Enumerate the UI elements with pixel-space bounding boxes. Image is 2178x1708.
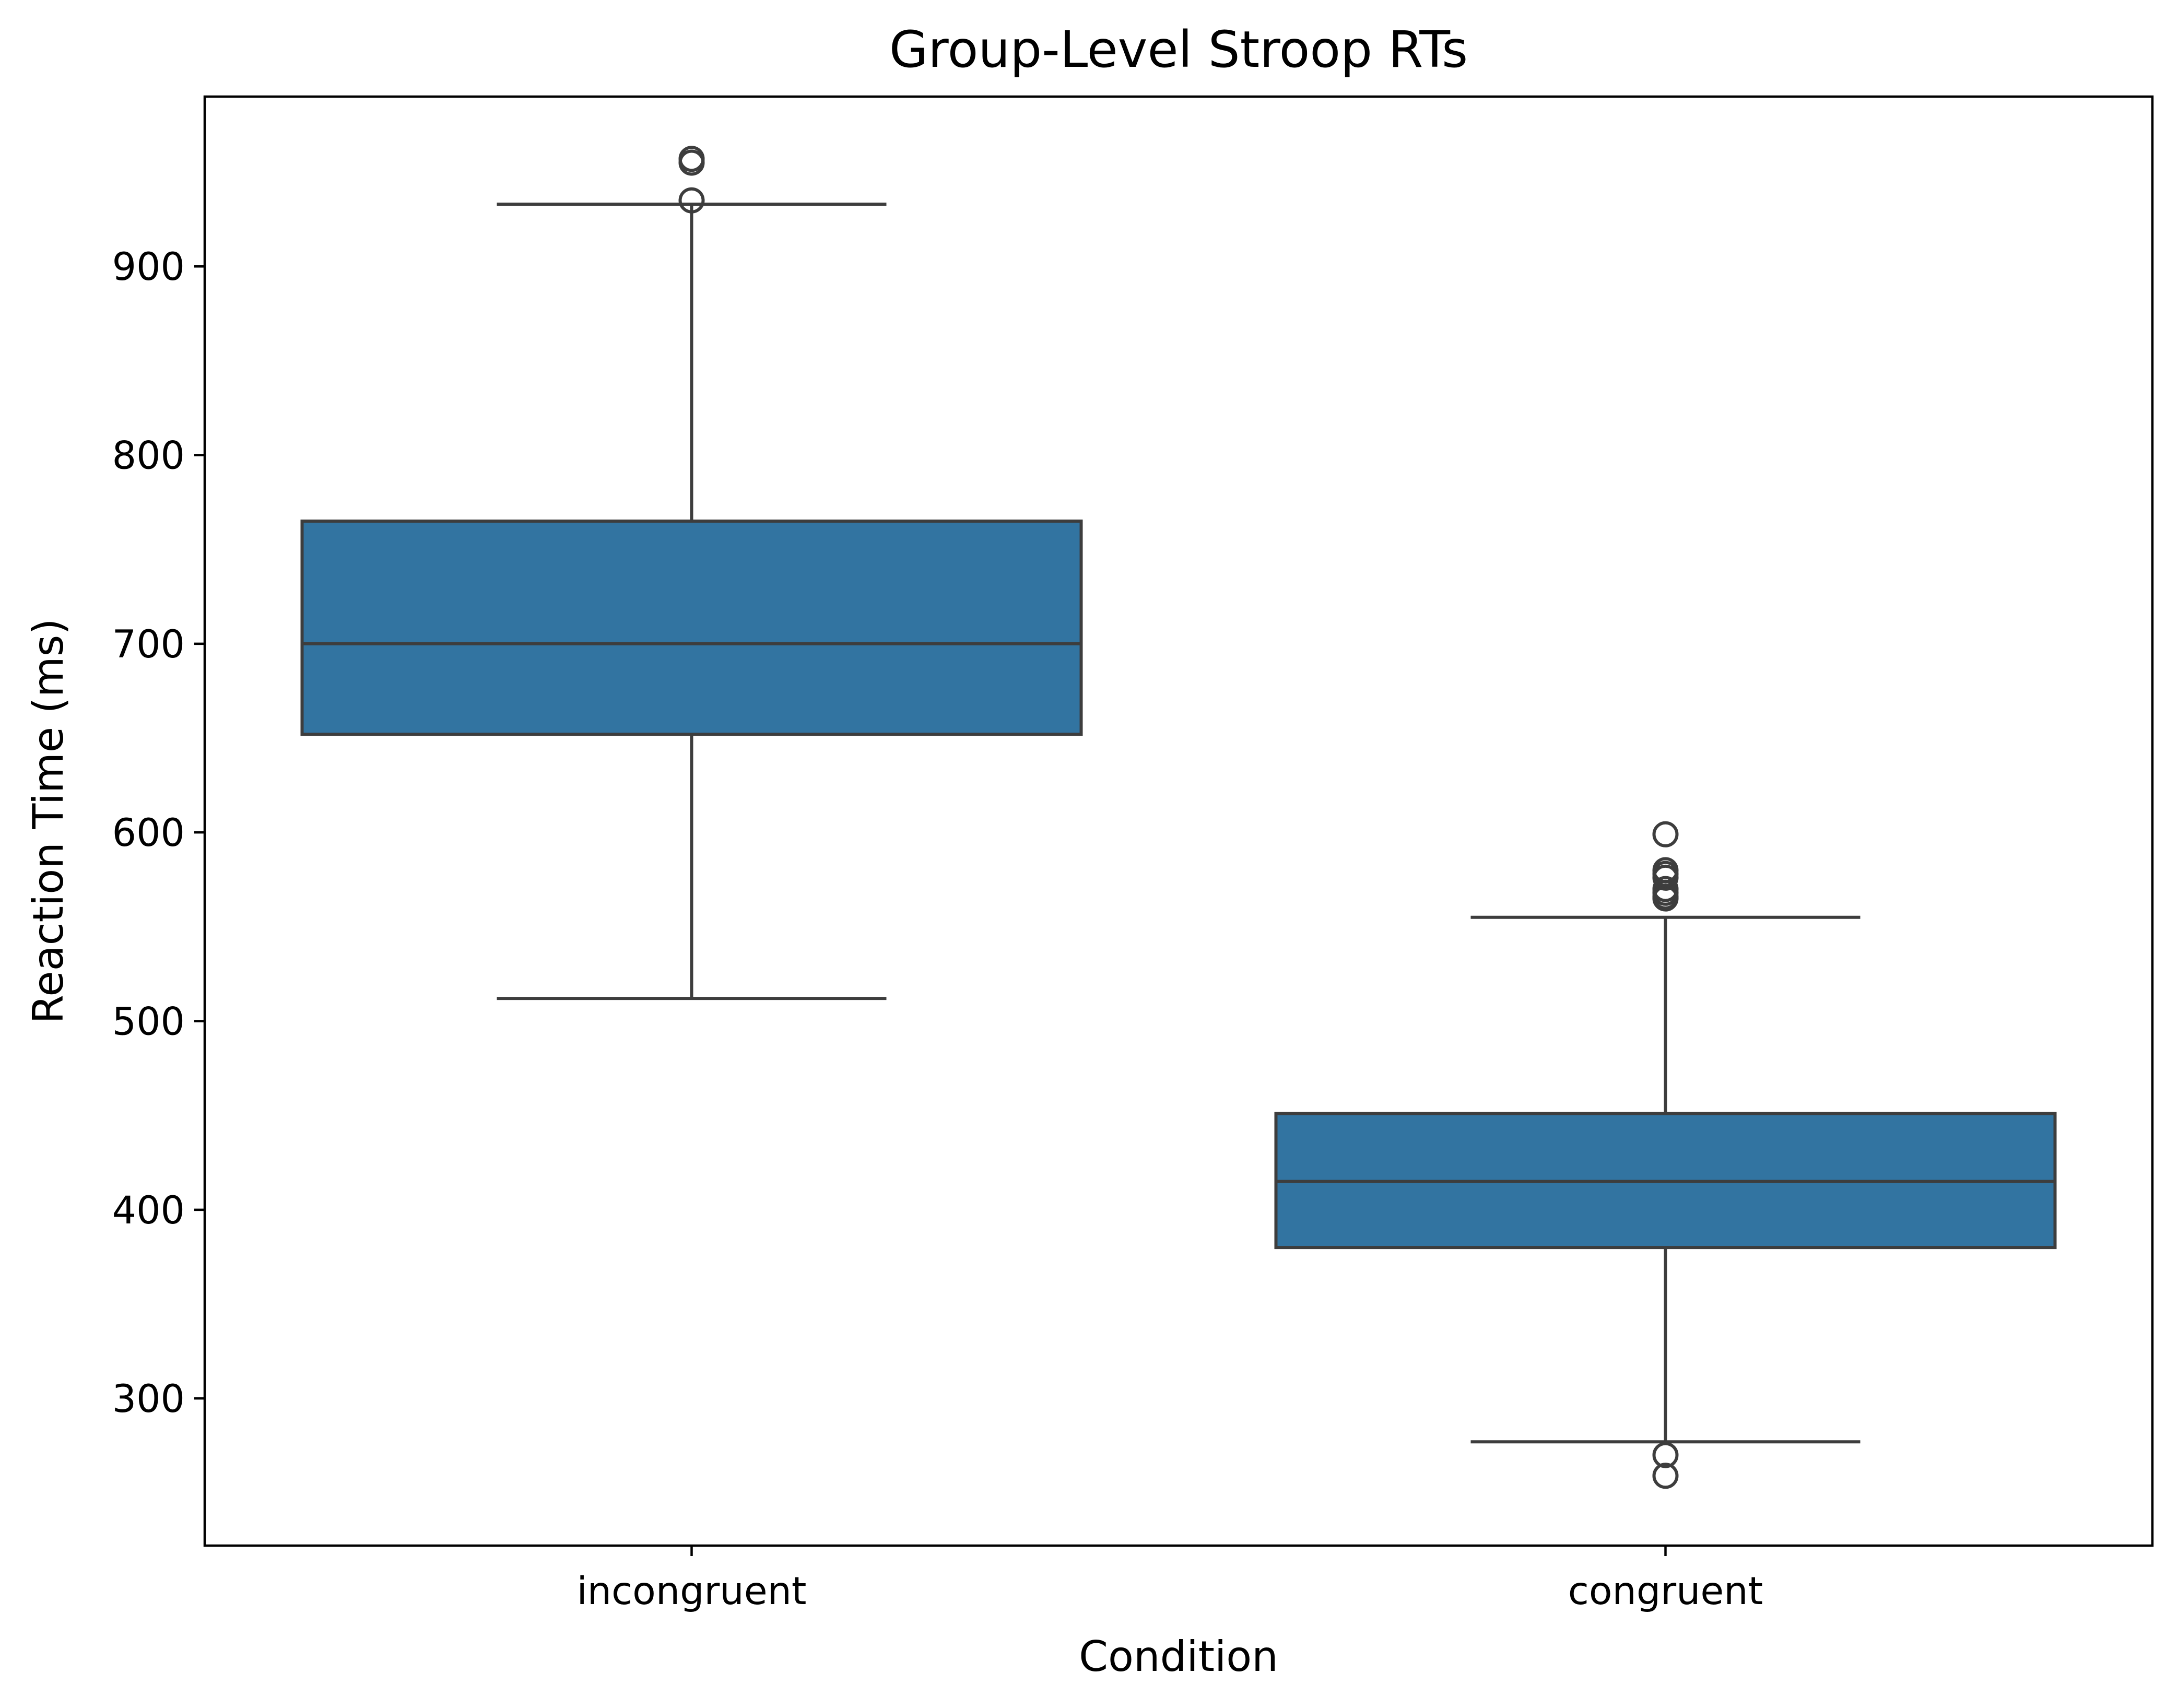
x-tick-label: incongruent	[576, 1569, 806, 1613]
y-tick-label: 700	[112, 622, 185, 667]
y-tick-label: 400	[112, 1188, 185, 1233]
y-tick-label: 600	[112, 811, 185, 855]
y-axis-label: Reaction Time (ms)	[24, 618, 73, 1023]
chart-title: Group-Level Stroop RTs	[889, 20, 1468, 79]
outlier-point	[1652, 821, 1679, 847]
box-group-incongruent	[300, 146, 1083, 1000]
x-tick-label: congruent	[1568, 1569, 1763, 1613]
x-axis: incongruent congruent	[576, 1546, 1763, 1613]
y-tick-label: 300	[112, 1377, 185, 1421]
y-tick-label: 800	[112, 434, 185, 478]
y-tick-label: 500	[112, 1000, 185, 1044]
outlier-point	[678, 187, 705, 214]
outlier-point	[1652, 857, 1679, 884]
outlier-point	[1652, 1442, 1679, 1468]
x-axis-label: Condition	[1079, 1632, 1278, 1681]
box-iqr	[300, 519, 1083, 736]
plot-frame	[203, 95, 2154, 1547]
y-tick-label: 900	[112, 245, 185, 289]
boxes-layer	[300, 146, 2057, 1489]
y-axis: 300 400 500 600 700 800 900	[112, 245, 205, 1421]
outlier-point	[678, 146, 705, 172]
outlier-point	[1652, 1463, 1679, 1489]
box-group-congruent	[1274, 821, 2057, 1489]
outlier-point	[1652, 876, 1679, 902]
